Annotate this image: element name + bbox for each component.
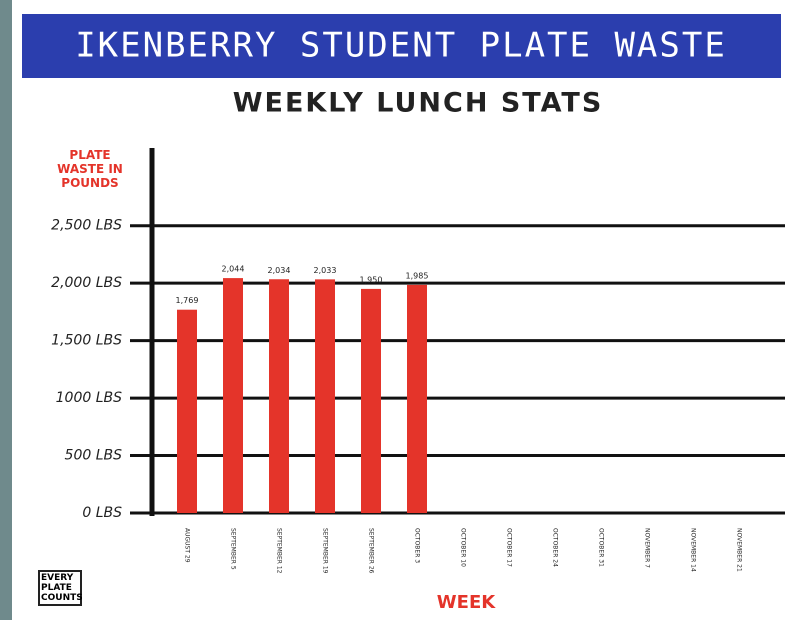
value-label: 2,034 (268, 266, 291, 275)
value-label: 2,044 (222, 265, 245, 274)
bar (269, 279, 289, 513)
x-tick-label: OCTOBER 24 (552, 528, 559, 567)
x-tick-label: SEPTEMBER 5 (230, 528, 237, 570)
title-banner (22, 14, 781, 78)
logo: EVERY PLATE COUNTS (38, 570, 82, 606)
photo-edge (0, 0, 12, 620)
y-tick-label: 2,500 LBS (51, 218, 122, 234)
y-tick-label: 0 LBS (82, 505, 122, 521)
x-tick-label: SEPTEMBER 12 (276, 528, 283, 574)
chart-title: IKENBERRY STUDENT PLATE WASTE (75, 26, 727, 66)
chart-subtitle: WEEKLY LUNCH STATS (233, 88, 604, 119)
y-tick-label: 1000 LBS (56, 390, 122, 406)
value-label: 1,985 (406, 271, 429, 280)
bar (407, 284, 427, 513)
x-axis-label: WEEK (437, 592, 496, 613)
y-tick-label: 2,000 LBS (51, 275, 122, 291)
y-tick-label: 1,500 LBS (51, 333, 122, 349)
x-tick-label: SEPTEMBER 19 (322, 528, 329, 574)
value-label: 1,769 (176, 296, 199, 305)
x-tick-label: AUGUST 29 (184, 528, 191, 563)
x-tick-label: NOVEMBER 21 (736, 528, 743, 572)
x-tick-label: OCTOBER 3 (414, 528, 421, 563)
x-tick-label: OCTOBER 17 (506, 528, 513, 567)
bar (177, 309, 197, 513)
y-axis-label: PLATE WASTE IN POUNDS (57, 148, 123, 190)
bar (315, 279, 335, 513)
bar (361, 288, 381, 513)
x-tick-label: NOVEMBER 14 (690, 528, 697, 572)
x-tick-label: NOVEMBER 7 (644, 528, 651, 568)
bar (223, 278, 243, 513)
x-tick-label: SEPTEMBER 26 (368, 528, 375, 574)
x-tick-label: OCTOBER 31 (598, 528, 605, 567)
y-label-box: PLATE WASTE IN POUNDS (57, 148, 123, 190)
logo-box: EVERY PLATE COUNTS (38, 570, 82, 606)
y-tick-label: 500 LBS (65, 448, 123, 464)
value-label: 2,033 (314, 266, 337, 275)
value-label: 1,950 (360, 275, 383, 284)
x-tick-label: OCTOBER 10 (460, 528, 467, 567)
